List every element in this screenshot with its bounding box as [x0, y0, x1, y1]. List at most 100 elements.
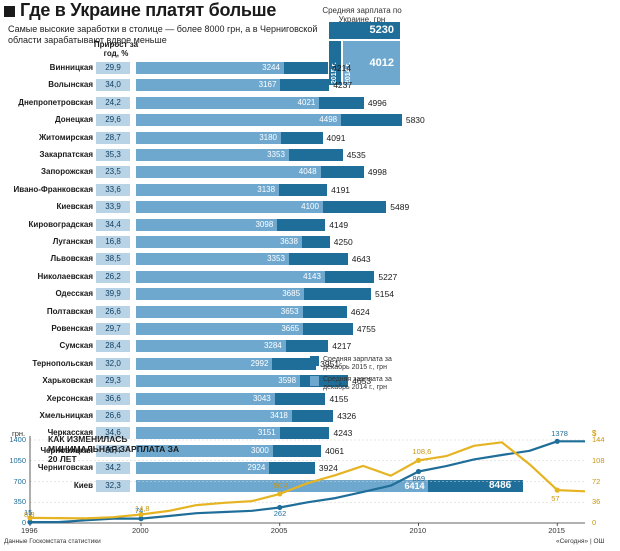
value-2014-label: 2992: [250, 358, 269, 368]
left-tick-label: 700: [13, 476, 26, 486]
value-2014-label: 3043: [252, 393, 271, 403]
region-name: Волынская: [48, 80, 93, 90]
region-row: Винницкая 29,9 3244 4214: [0, 62, 620, 74]
annotation-label: 262: [273, 509, 287, 519]
region-row: Харьковская 29,3 3598 4653: [0, 375, 620, 388]
region-name: Житомирская: [38, 132, 93, 142]
region-row: Житомирская 28,7 3180 4091: [0, 131, 620, 144]
value-2015-label: 4217: [332, 341, 352, 352]
left-tick-label: 1400: [9, 435, 26, 444]
value-2014-label: 3167: [258, 80, 277, 90]
region-name: Сумская: [59, 341, 93, 351]
value-2015-label: 4250: [333, 237, 353, 247]
x-tick-label: 1996: [21, 526, 38, 535]
growth-value: 34,6: [96, 427, 130, 440]
value-2015-label: 4214: [332, 63, 352, 73]
growth-value: 35,3: [96, 149, 130, 161]
average-2015-value: 5230: [329, 22, 400, 39]
region-row: Волынская 34,0 3167 4237: [0, 79, 620, 92]
bar-2014: [136, 201, 323, 214]
value-2015-label: 4191: [331, 184, 351, 195]
annotation-label: 57: [551, 494, 560, 504]
right-axis-unit: $: [592, 429, 597, 438]
region-name: Ровенская: [51, 324, 93, 333]
value-2015-label: 4326: [337, 411, 357, 421]
bar-2014: [136, 305, 303, 318]
source-note: Данные Госкомстата статистики: [4, 538, 101, 545]
value-2015-label: 8486: [488, 479, 512, 491]
average-2014-value: 4012: [343, 41, 400, 85]
line-chart-title: КАК ИЗМЕНИЛАСЬ МИНИМАЛЬНАЯ ЗАРПЛАТА ЗА 2…: [48, 434, 180, 464]
growth-value: 38,5: [96, 253, 130, 266]
growth-value: 32,0: [96, 357, 130, 370]
value-2014-label: 3098: [255, 219, 274, 229]
bar-2014: [136, 253, 289, 266]
growth-value: 34,4: [96, 218, 130, 231]
region-name: Николаевская: [37, 271, 93, 281]
value-2015-label: 4535: [346, 150, 366, 160]
bar-2014: [136, 375, 301, 388]
value-2015-label: 4998: [367, 167, 387, 178]
x-tick-label: 2000: [132, 526, 149, 535]
value-2014-label: 3353: [267, 254, 285, 264]
region-row: Закарпатская 35,3 3353 4535: [0, 149, 620, 161]
legend-2014-label: Средняя зарплата за декабрь 2014 г., грн: [323, 376, 392, 391]
value-2014-label: 3653: [280, 306, 299, 316]
bar-2014: [136, 236, 302, 248]
annotation-label: 74: [135, 505, 144, 515]
value-2014-label: 3353: [267, 150, 285, 159]
value-2015-label: 4149: [329, 219, 349, 230]
average-2015-strip: [329, 41, 341, 85]
region-row: Хмельницкая 26,6 3418 4326: [0, 410, 620, 422]
right-tick-label: 144: [592, 435, 605, 444]
region-row: Одесская 39,9 3685 5154: [0, 288, 620, 301]
bar-2014: [136, 149, 289, 161]
region-name: Закарпатская: [39, 150, 93, 159]
value-2014-label: 4100: [301, 202, 319, 212]
value-2015-label: 4237: [333, 80, 353, 91]
growth-value: 29,7: [96, 323, 130, 335]
value-2015-label: 5830: [405, 115, 425, 126]
growth-value: 32,3: [96, 479, 130, 492]
region-name: Одесская: [55, 289, 93, 299]
region-row: Луганская 16,8 3638 4250: [0, 236, 620, 248]
left-axis-unit: грн.: [12, 429, 26, 438]
average-header: Средняя зарплата по Украине, грн: [322, 6, 402, 24]
title-square-icon: [4, 6, 15, 17]
growth-value: 34,0: [96, 79, 130, 92]
region-row: Тернопольская 32,0 2992 3951: [0, 357, 620, 370]
annotation-label: 15: [24, 508, 33, 518]
region-name: Тернопольская: [32, 358, 93, 368]
value-2015-label: 5227: [378, 271, 398, 282]
value-2014-label: 3284: [263, 341, 282, 351]
growth-column-header: Прирост за год, %: [93, 40, 139, 58]
legend-2015-label: Средняя зарплата за декабрь 2015 г., грн: [323, 356, 392, 371]
left-tick-label: 1050: [9, 455, 26, 465]
annotation-point: [27, 519, 33, 525]
region-name: Донецкая: [54, 115, 93, 125]
value-2014-label: 4498: [319, 115, 338, 125]
annotation-label: 50,4: [273, 480, 289, 490]
growth-value: 29,3: [96, 375, 130, 388]
value-2015-label: 4061: [325, 445, 345, 456]
value-2015-label: 4624: [350, 306, 370, 317]
bar-2014: [136, 340, 286, 353]
value-2014-label: 4021: [297, 97, 316, 107]
growth-value: 26,2: [96, 270, 130, 283]
value-2015-label: 4243: [333, 428, 353, 439]
value-2015-label: 5489: [390, 202, 410, 213]
region-row: Кировоградская 34,4 3098 4149: [0, 218, 620, 231]
left-tick-label: 350: [13, 497, 26, 507]
bar-2014: [136, 392, 275, 405]
x-tick-label: 2010: [409, 526, 427, 535]
bar-2014: [136, 357, 273, 370]
region-row: Запорожская 23,5 4048 4998: [0, 166, 620, 179]
growth-value: 28,7: [96, 131, 130, 144]
right-tick-label: 36: [592, 497, 601, 507]
value-2014-label: 3418: [270, 411, 288, 420]
bar-2014: [136, 410, 292, 422]
x-tick-label: 2005: [270, 526, 288, 535]
region-row: Полтавская 26,6 3653 4624: [0, 305, 620, 318]
bar-2014: [136, 183, 280, 196]
region-name: Херсонская: [46, 393, 93, 403]
